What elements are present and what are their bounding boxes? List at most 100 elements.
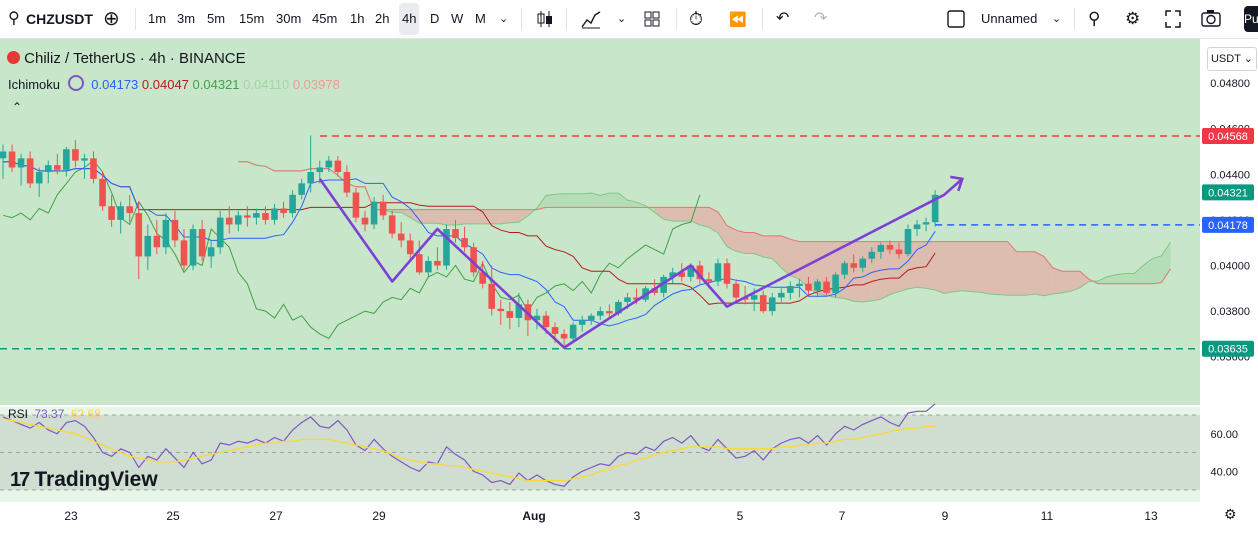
- candle-body: [171, 219, 179, 241]
- fullscreen-icon[interactable]: [1164, 0, 1182, 38]
- ichimoku-base-line: [3, 161, 936, 305]
- candle-body: [54, 165, 61, 170]
- candle-body: [207, 247, 215, 257]
- ichimoku-cloud-segment: [491, 209, 501, 224]
- interval-dropdown-chevron-icon[interactable]: ⌄: [499, 13, 509, 25]
- indicator-settings-icon[interactable]: [67, 75, 84, 91]
- currency-button[interactable]: USDT ⌄: [1207, 47, 1257, 71]
- symbol-search-icon[interactable]: ⚲: [8, 10, 20, 27]
- candle-body: [216, 217, 224, 248]
- candle-body: [759, 295, 767, 312]
- ichimoku-lead-a-value: 0.04110: [243, 77, 290, 92]
- candle-body: [379, 201, 387, 216]
- price-label-text: 0.03635: [1208, 344, 1248, 356]
- candle-body: [63, 149, 70, 170]
- publish-button[interactable]: Pu: [1244, 6, 1258, 32]
- toolbar-divider: [676, 8, 677, 30]
- candle-body: [26, 158, 34, 184]
- indicators-icon[interactable]: [580, 0, 602, 38]
- interval-3m[interactable]: 3m: [177, 11, 196, 26]
- price-pane-background: [0, 39, 1200, 406]
- ichimoku-cloud-segment: [962, 241, 972, 292]
- compare-add-icon[interactable]: ⊕: [103, 8, 120, 30]
- chiliz-logo-icon: [7, 51, 20, 64]
- ichimoku-cloud-segment: [419, 209, 429, 224]
- ichimoku-cloud-segment: [1034, 251, 1044, 296]
- currency-chevron-icon: ⌄: [1243, 53, 1254, 65]
- rsi-label[interactable]: RSI: [8, 407, 29, 421]
- candle-body: [787, 286, 794, 293]
- alert-clock-icon[interactable]: ⏱: [689, 9, 704, 29]
- ichimoku-cloud-segment: [736, 230, 746, 254]
- candle-body: [542, 315, 550, 328]
- ichimoku-base-value: 0.04047: [141, 77, 189, 92]
- ichimoku-cloud-segment: [564, 193, 574, 208]
- ichimoku-cloud-segment: [446, 209, 456, 226]
- interval-30m[interactable]: 30m: [276, 11, 302, 26]
- interval-2h[interactable]: 2h: [375, 11, 390, 26]
- ichimoku-cloud-segment: [717, 211, 727, 247]
- candle-body: [352, 192, 360, 218]
- ichimoku-lead-a-line: [238, 161, 1171, 303]
- candle-body: [515, 304, 523, 318]
- layout-chevron-icon[interactable]: ⌄: [1052, 13, 1062, 25]
- interval-5m[interactable]: 5m: [207, 11, 226, 26]
- candle-body: [99, 178, 106, 207]
- rsi-axis-tick-label: 60.00: [1210, 429, 1238, 441]
- rsi-ma-value: 62.68: [70, 407, 101, 421]
- ichimoku-cloud-segment: [708, 207, 718, 234]
- candle-body: [416, 254, 423, 273]
- candle-body: [904, 229, 912, 255]
- candle-body: [606, 311, 613, 314]
- ichimoku-cloud-segment: [1070, 271, 1080, 292]
- candle-body: [868, 251, 876, 259]
- candle-body: [696, 265, 704, 280]
- settings-gear-icon[interactable]: ⚙: [1125, 9, 1141, 28]
- price-axis-tick-label: 0.04000: [1210, 261, 1250, 273]
- candle-body: [289, 194, 296, 214]
- ichimoku-cloud-segment: [917, 241, 927, 289]
- candle-body: [0, 151, 7, 159]
- candle-body: [723, 263, 731, 284]
- legend-collapse-chevron-icon[interactable]: ⌃: [12, 100, 23, 114]
- quick-search-icon[interactable]: ⚲: [1088, 9, 1101, 28]
- ichimoku-cloud-segment: [1143, 258, 1153, 284]
- ichimoku-cloud-segment: [690, 207, 700, 226]
- time-axis-tick-label: 7: [839, 509, 846, 523]
- candle-body: [144, 235, 152, 257]
- snapshot-camera-icon[interactable]: [1200, 0, 1222, 38]
- candle-body: [253, 213, 260, 218]
- indicators-chevron-icon[interactable]: ⌄: [617, 13, 627, 25]
- candle-body: [153, 235, 161, 248]
- interval-month[interactable]: M: [475, 11, 486, 26]
- candle-body: [271, 208, 278, 220]
- ichimoku-cloud-segment: [410, 209, 420, 224]
- candle-body: [108, 206, 115, 220]
- undo-icon[interactable]: ↶: [776, 10, 790, 27]
- ichimoku-cloud-segment: [953, 241, 963, 292]
- time-settings-gear-icon[interactable]: ⚙: [1224, 506, 1237, 522]
- interval-15m[interactable]: 15m: [239, 11, 265, 26]
- replay-icon[interactable]: ⏪: [729, 11, 747, 27]
- time-axis-tick-label: 25: [166, 509, 180, 523]
- layout-name[interactable]: Unnamed: [981, 11, 1038, 26]
- currency-label: USDT: [1210, 53, 1241, 65]
- layout-checkbox-icon[interactable]: [946, 0, 966, 38]
- interval-1m[interactable]: 1m: [148, 11, 167, 26]
- candle-body: [877, 244, 885, 252]
- indicator-name[interactable]: Ichimoku: [8, 77, 61, 92]
- candle-body: [425, 260, 432, 273]
- tradingview-mark-icon: 17: [10, 469, 30, 491]
- redo-icon[interactable]: ↷: [814, 10, 828, 27]
- candle-style-icon[interactable]: [536, 0, 554, 38]
- chart-area[interactable]: 0.048000.046000.044000.042000.040000.038…: [0, 39, 1258, 528]
- interval-4h-selected[interactable]: 4h: [399, 3, 420, 35]
- interval-1h[interactable]: 1h: [350, 11, 365, 26]
- symbol-name[interactable]: CHZUSDT: [26, 11, 93, 27]
- time-axis-tick-label: 5: [737, 509, 744, 523]
- candle-body: [262, 213, 269, 220]
- layout-grid-icon[interactable]: [643, 0, 661, 38]
- interval-45m[interactable]: 45m: [312, 11, 338, 26]
- interval-week[interactable]: W: [451, 11, 464, 26]
- interval-day[interactable]: D: [430, 11, 440, 26]
